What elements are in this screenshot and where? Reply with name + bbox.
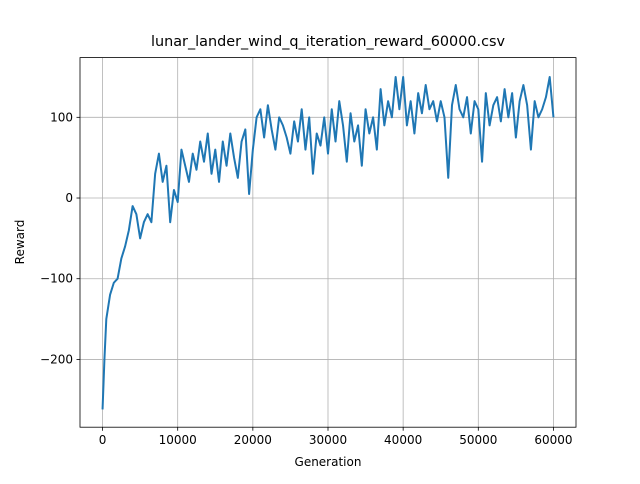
chart-title: lunar_lander_wind_q_iteration_reward_600… bbox=[151, 34, 506, 50]
y-tick-label: 0 bbox=[65, 191, 73, 205]
x-tick-label: 60000 bbox=[534, 433, 572, 447]
y-tick-label: 100 bbox=[50, 110, 73, 124]
plot-frame bbox=[79, 57, 577, 428]
x-tick-label: 40000 bbox=[384, 433, 422, 447]
x-tick-label: 0 bbox=[99, 433, 107, 447]
y-axis-label: Reward bbox=[13, 220, 27, 265]
x-tick-label: 20000 bbox=[234, 433, 272, 447]
x-tick-label: 30000 bbox=[309, 433, 347, 447]
y-tick-label: −200 bbox=[40, 352, 73, 366]
x-axis-label: Generation bbox=[295, 455, 362, 469]
data-line bbox=[101, 75, 555, 410]
y-tick-label: −100 bbox=[40, 272, 73, 286]
x-tick-label: 10000 bbox=[159, 433, 197, 447]
x-tick-label: 50000 bbox=[459, 433, 497, 447]
